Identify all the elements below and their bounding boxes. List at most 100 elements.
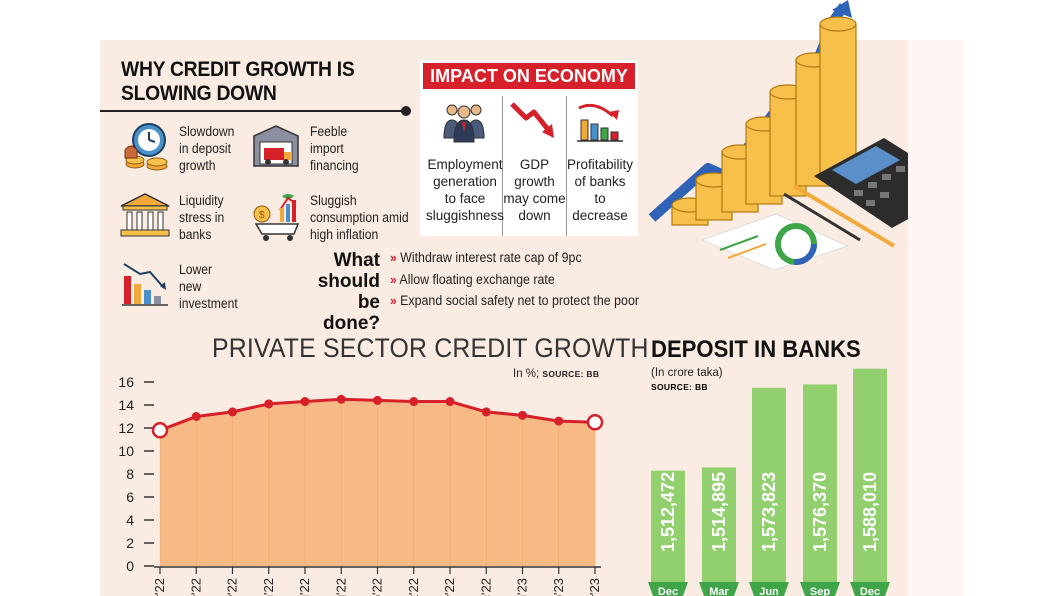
x-tick-label: c'22 [478,578,493,596]
x-tick-label: n'23 [515,578,530,596]
x-tick-label: b'23 [551,578,566,596]
chevron-right-icon: » [390,250,397,265]
cause-consumption-line-3: high inflation [310,227,379,242]
right-margin-strip [908,40,964,596]
data-point [151,422,169,439]
chevron-right-icon: » [390,272,397,287]
svg-text:$: $ [259,210,265,221]
credit-growth-chart: 0 2 4 6 8 10 12 14 16 ar'22 or'22 y'22 n'22 ul'22 g'22… [118,374,604,596]
todo-question-line-3: be done? [323,292,380,334]
data-point [373,395,382,405]
y-tick-label: 16 [118,374,134,390]
impact-employment-line-2: generation [433,174,497,189]
deposit-category-tab [800,582,840,596]
cause-consumption-line-2: consumption amid [310,210,409,225]
people-group-icon [443,104,485,143]
data-point [336,394,346,404]
impact-profit-line-3: to [594,191,606,206]
deposit-category-tab [648,582,688,596]
impact-gdp: GDP growth may come down [503,156,566,224]
credit-chart-title: PRIVATE SECTOR CREDIT GROWTH [212,333,649,363]
deposit-category-label: Dec [658,586,678,596]
y-tick-label: 12 [118,420,134,436]
impact-profitability: Profitability of banks to decrease [566,156,634,224]
cause-investment-line-1: Lower [179,262,213,277]
todo-item-1: » Withdraw interest rate cap of 9pc [390,250,582,265]
deposit-category-label: Jun [759,586,779,596]
deposit-category-tab [850,582,890,596]
todo-question-line-2: should [317,271,380,292]
impact-title: IMPACT ON ECONOMY [423,63,635,89]
x-tick-label: or'22 [188,578,203,596]
impact-employment-line-4: sluggishness [425,208,505,223]
deposit-value-label: 1,588,010 [860,472,880,552]
y-tick-label: 0 [126,558,134,574]
impact-profit-line-2: of banks [574,174,626,189]
cause-import-line-3: financing [310,158,359,173]
x-tick-label: n'22 [261,578,276,596]
x-tick-label: ct'22 [406,578,421,596]
shopping-cart-icon: $ [253,194,300,241]
impact-gdp-line-1: GDP [519,157,550,172]
deposit-category-tab [699,582,739,596]
why-section-title: WHY CREDIT GROWTH IS SLOWING DOWN [121,58,360,106]
todo-item-3-text: Expand social safety net to protect the … [400,293,640,308]
todo-question-line-1: What [333,250,380,271]
deposit-bar-chart: 1,512,472 Dec 1,514,895 Mar 1,573,823 Jun 1,57… [648,368,890,596]
x-tick-label: v'22 [442,578,457,596]
deposit-bar [702,467,736,582]
data-point [300,397,310,407]
cause-import-line-2: import [310,141,344,156]
deposit-value-label: 1,514,895 [709,472,729,552]
deposit-unit-note: (In crore taka) [651,367,723,379]
falling-arrow-icon [510,102,554,138]
deposit-bar [853,368,887,582]
todo-question: What should be done? [302,250,380,334]
cause-import-line-1: Feeble [310,124,348,139]
data-point [228,407,237,417]
credit-chart-unit-note: In %; SOURCE: BB [513,368,599,380]
calculator-icon [814,138,908,228]
profit-bars-icon [577,103,623,142]
credit-source: SOURCE: BB [542,369,600,379]
data-point [554,416,564,426]
cause-deposit-line-3: growth [179,158,216,173]
bank-building-icon [120,193,170,237]
report-sheet-icon [700,213,850,270]
deposit-value-label: 1,573,823 [759,472,779,552]
cause-deposit-line-2: in deposit [179,141,232,156]
import-truck-icon [253,125,299,167]
cause-deposit-growth: Slowdown in deposit growth [179,123,234,174]
deposit-source: SOURCE: BB [651,382,708,392]
data-point [518,410,527,420]
cause-sluggish-consumption: Sluggish consumption amid high inflation [310,192,409,243]
cause-lower-investment: Lower new investment [179,261,238,312]
todo-item-3: » Expand social safety net to protect th… [390,293,639,308]
impact-box [420,60,638,236]
data-point [409,397,419,407]
y-tick-label: 6 [126,489,134,505]
impact-profit-line-4: decrease [572,208,628,223]
data-point [445,397,455,407]
impact-employment-line-3: to face [444,191,486,206]
impact-profit-line-1: Profitability [566,157,634,172]
x-tick-label: ul'22 [297,578,312,596]
todo-item-2-text: Allow floating exchange rate [399,272,555,287]
cause-deposit-line-1: Slowdown [179,124,235,139]
x-tick-label: ar'23 [587,578,602,596]
impact-employment-line-1: Employment [427,157,503,172]
deposit-bar [651,470,685,582]
x-tick-label: p'22 [370,578,385,596]
impact-divider-1 [502,96,503,236]
deposit-bar [803,384,837,582]
declining-chart-icon [122,263,168,306]
cause-investment-line-3: investment [179,296,238,311]
cause-liquidity-line-1: Liquidity [179,193,224,208]
chevron-right-icon: » [390,293,397,308]
impact-employment: Employment generation to face sluggishne… [424,156,506,224]
y-tick-label: 4 [126,512,134,528]
x-tick-label: g'22 [333,578,348,596]
deposit-value-label: 1,512,472 [658,472,678,552]
impact-gdp-line-2: growth [514,174,555,189]
